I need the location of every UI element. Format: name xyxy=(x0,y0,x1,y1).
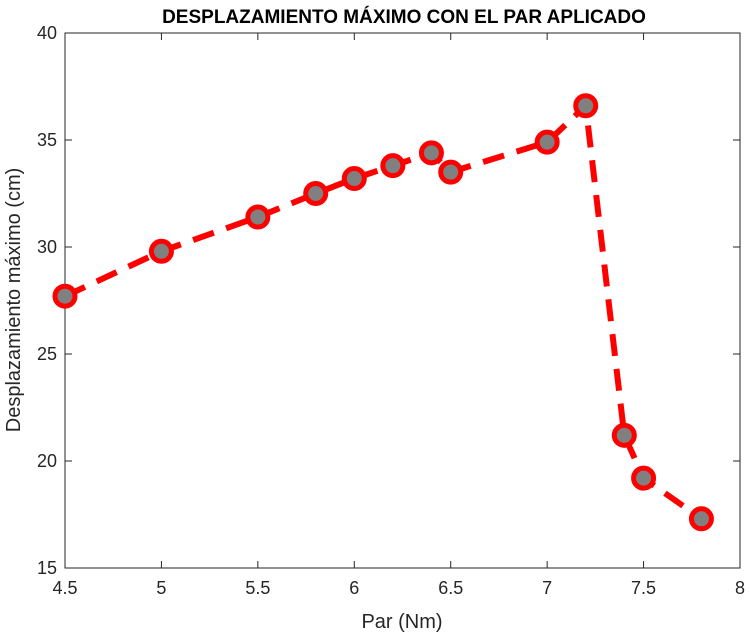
data-point xyxy=(380,153,406,179)
data-point xyxy=(438,159,464,185)
chart-title: DESPLAZAMIENTO MÁXIMO CON EL PAR APLICAD… xyxy=(162,6,646,28)
data-point xyxy=(341,166,367,192)
y-tick-label: 20 xyxy=(37,451,57,471)
data-point xyxy=(418,140,444,166)
x-axis-label: Par (Nm) xyxy=(361,611,442,633)
plot-area xyxy=(64,32,741,569)
y-tick-label: 30 xyxy=(37,237,57,257)
y-tick-label: 15 xyxy=(37,558,57,578)
data-point xyxy=(148,238,174,264)
data-point xyxy=(245,204,271,230)
axis-ticks xyxy=(64,32,741,569)
data-point xyxy=(611,422,637,448)
x-tick-label: 7 xyxy=(542,578,552,598)
series-layer xyxy=(52,93,714,532)
x-tick-label: 7.5 xyxy=(631,578,656,598)
x-tick-label: 6 xyxy=(349,578,359,598)
data-point xyxy=(631,465,657,491)
x-tick-label: 5.5 xyxy=(245,578,270,598)
y-tick-label: 25 xyxy=(37,344,57,364)
data-point xyxy=(573,93,599,119)
y-axis-label: Desplazamiento máximo (cm) xyxy=(3,168,25,433)
x-tick-label: 6.5 xyxy=(438,578,463,598)
data-point xyxy=(534,129,560,155)
x-tick-label: 8 xyxy=(735,578,745,598)
x-tick-label: 5 xyxy=(156,578,166,598)
data-point xyxy=(688,506,714,532)
y-tick-label: 35 xyxy=(37,130,57,150)
tick-labels: 4.5 5 5.5 6 6.5 7 7.5 8 15 20 25 30 35 40 xyxy=(37,23,745,598)
data-point xyxy=(52,283,78,309)
y-tick-label: 40 xyxy=(37,23,57,43)
x-tick-label: 4.5 xyxy=(52,578,77,598)
data-point xyxy=(303,181,329,206)
